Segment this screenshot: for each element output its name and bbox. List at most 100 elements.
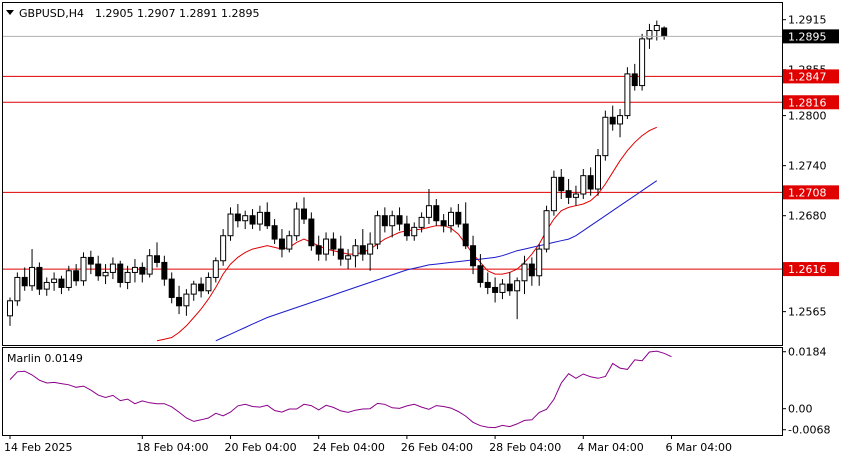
bearish-candle-body	[484, 281, 491, 288]
bearish-candle-body	[506, 283, 513, 292]
bullish-candle-body	[352, 245, 359, 257]
candle	[536, 244, 543, 286]
candle	[323, 232, 330, 261]
candle	[492, 277, 499, 303]
candle	[65, 265, 72, 291]
level-tag-label: 1.2847	[788, 70, 827, 83]
price-tick-label: 1.2800	[788, 110, 827, 123]
bullish-candle-body	[572, 193, 579, 198]
candlesticks	[7, 20, 668, 326]
bearish-candle-body	[337, 248, 344, 260]
candle	[190, 280, 197, 301]
bullish-candle-body	[323, 238, 330, 255]
bullish-candle-body	[543, 210, 550, 250]
candle	[470, 235, 477, 275]
candle	[367, 232, 374, 271]
bearish-candle-body	[154, 255, 160, 263]
bullish-candle-body	[183, 293, 190, 307]
bearish-candle-body	[558, 176, 565, 192]
candle	[418, 212, 425, 233]
candle	[139, 262, 146, 283]
time-tick-label: 20 Feb 04:00	[225, 441, 297, 454]
bullish-candle-body	[146, 255, 153, 275]
candle	[234, 204, 241, 228]
candle	[661, 26, 668, 40]
bullish-candle-body	[536, 248, 543, 277]
bearish-candle-body	[359, 245, 366, 255]
bearish-candle-body	[234, 213, 241, 222]
candle	[455, 204, 462, 228]
level-tag	[783, 185, 839, 200]
candle	[396, 207, 403, 231]
bearish-candle-body	[587, 175, 594, 190]
bullish-candle-body	[624, 73, 631, 117]
candle	[462, 202, 469, 250]
bearish-candle-body	[278, 238, 285, 250]
bearish-candle-body	[609, 116, 616, 125]
candle	[278, 229, 285, 258]
bearish-candle-body	[87, 256, 94, 265]
bullish-candle-body	[14, 276, 21, 302]
candle	[352, 239, 359, 268]
candle	[14, 272, 21, 306]
candle	[315, 235, 322, 261]
candle	[440, 214, 447, 233]
bullish-candle-body	[256, 211, 263, 225]
candle	[109, 257, 116, 280]
price-tick-label: 1.2680	[788, 210, 827, 223]
candle	[565, 179, 572, 205]
level-tag-label: 1.2616	[788, 263, 827, 276]
candle	[448, 207, 454, 233]
candle	[558, 168, 565, 200]
bullish-candle-body	[411, 226, 418, 237]
candle	[484, 272, 491, 295]
candle	[595, 148, 601, 196]
bullish-candle-body	[345, 255, 352, 260]
bullish-candle-body	[190, 283, 197, 295]
candle	[359, 229, 366, 261]
bullish-candle-body	[205, 276, 212, 292]
time-tick-label: 14 Feb 2025	[4, 441, 72, 454]
bullish-candle-body	[653, 25, 660, 32]
bullish-candle-body	[124, 271, 131, 283]
level-tag-label: 1.2708	[788, 186, 827, 199]
bearish-candle-body	[176, 296, 183, 307]
oscillator-tick-label: 0.0184	[788, 346, 827, 359]
bearish-candle-body	[264, 211, 271, 227]
bearish-candle-body	[403, 223, 410, 237]
candle	[131, 259, 138, 283]
candle	[36, 262, 43, 295]
candle	[308, 212, 315, 251]
bullish-candle-body	[29, 266, 36, 287]
candle	[293, 202, 300, 241]
bearish-candle-body	[58, 278, 65, 288]
candle	[330, 232, 337, 256]
candle	[21, 267, 28, 291]
bearish-candle-body	[139, 266, 146, 275]
candle	[631, 63, 638, 91]
candle	[286, 230, 293, 253]
bullish-candle-body	[7, 300, 13, 317]
bearish-candle-body	[95, 263, 102, 277]
candle	[227, 207, 234, 241]
bullish-candle-body	[80, 256, 87, 282]
candle	[87, 250, 94, 275]
bearish-candle-body	[477, 265, 484, 283]
bearish-candle-body	[249, 215, 256, 225]
candle	[389, 210, 396, 238]
slow-moving-average-line	[215, 180, 658, 342]
candle	[653, 20, 660, 41]
bearish-candle-body	[271, 225, 278, 240]
candle	[80, 252, 87, 286]
symbol-menu-triangle-icon[interactable]	[6, 10, 14, 15]
candle	[29, 249, 36, 291]
candle	[212, 257, 219, 283]
bullish-candle-body	[602, 116, 609, 157]
bearish-candle-body	[528, 263, 535, 277]
oscillator-tick-label: -0.0068	[788, 424, 830, 437]
candle	[587, 167, 594, 196]
bullish-candle-body	[646, 30, 653, 40]
bullish-candle-body	[499, 283, 506, 293]
